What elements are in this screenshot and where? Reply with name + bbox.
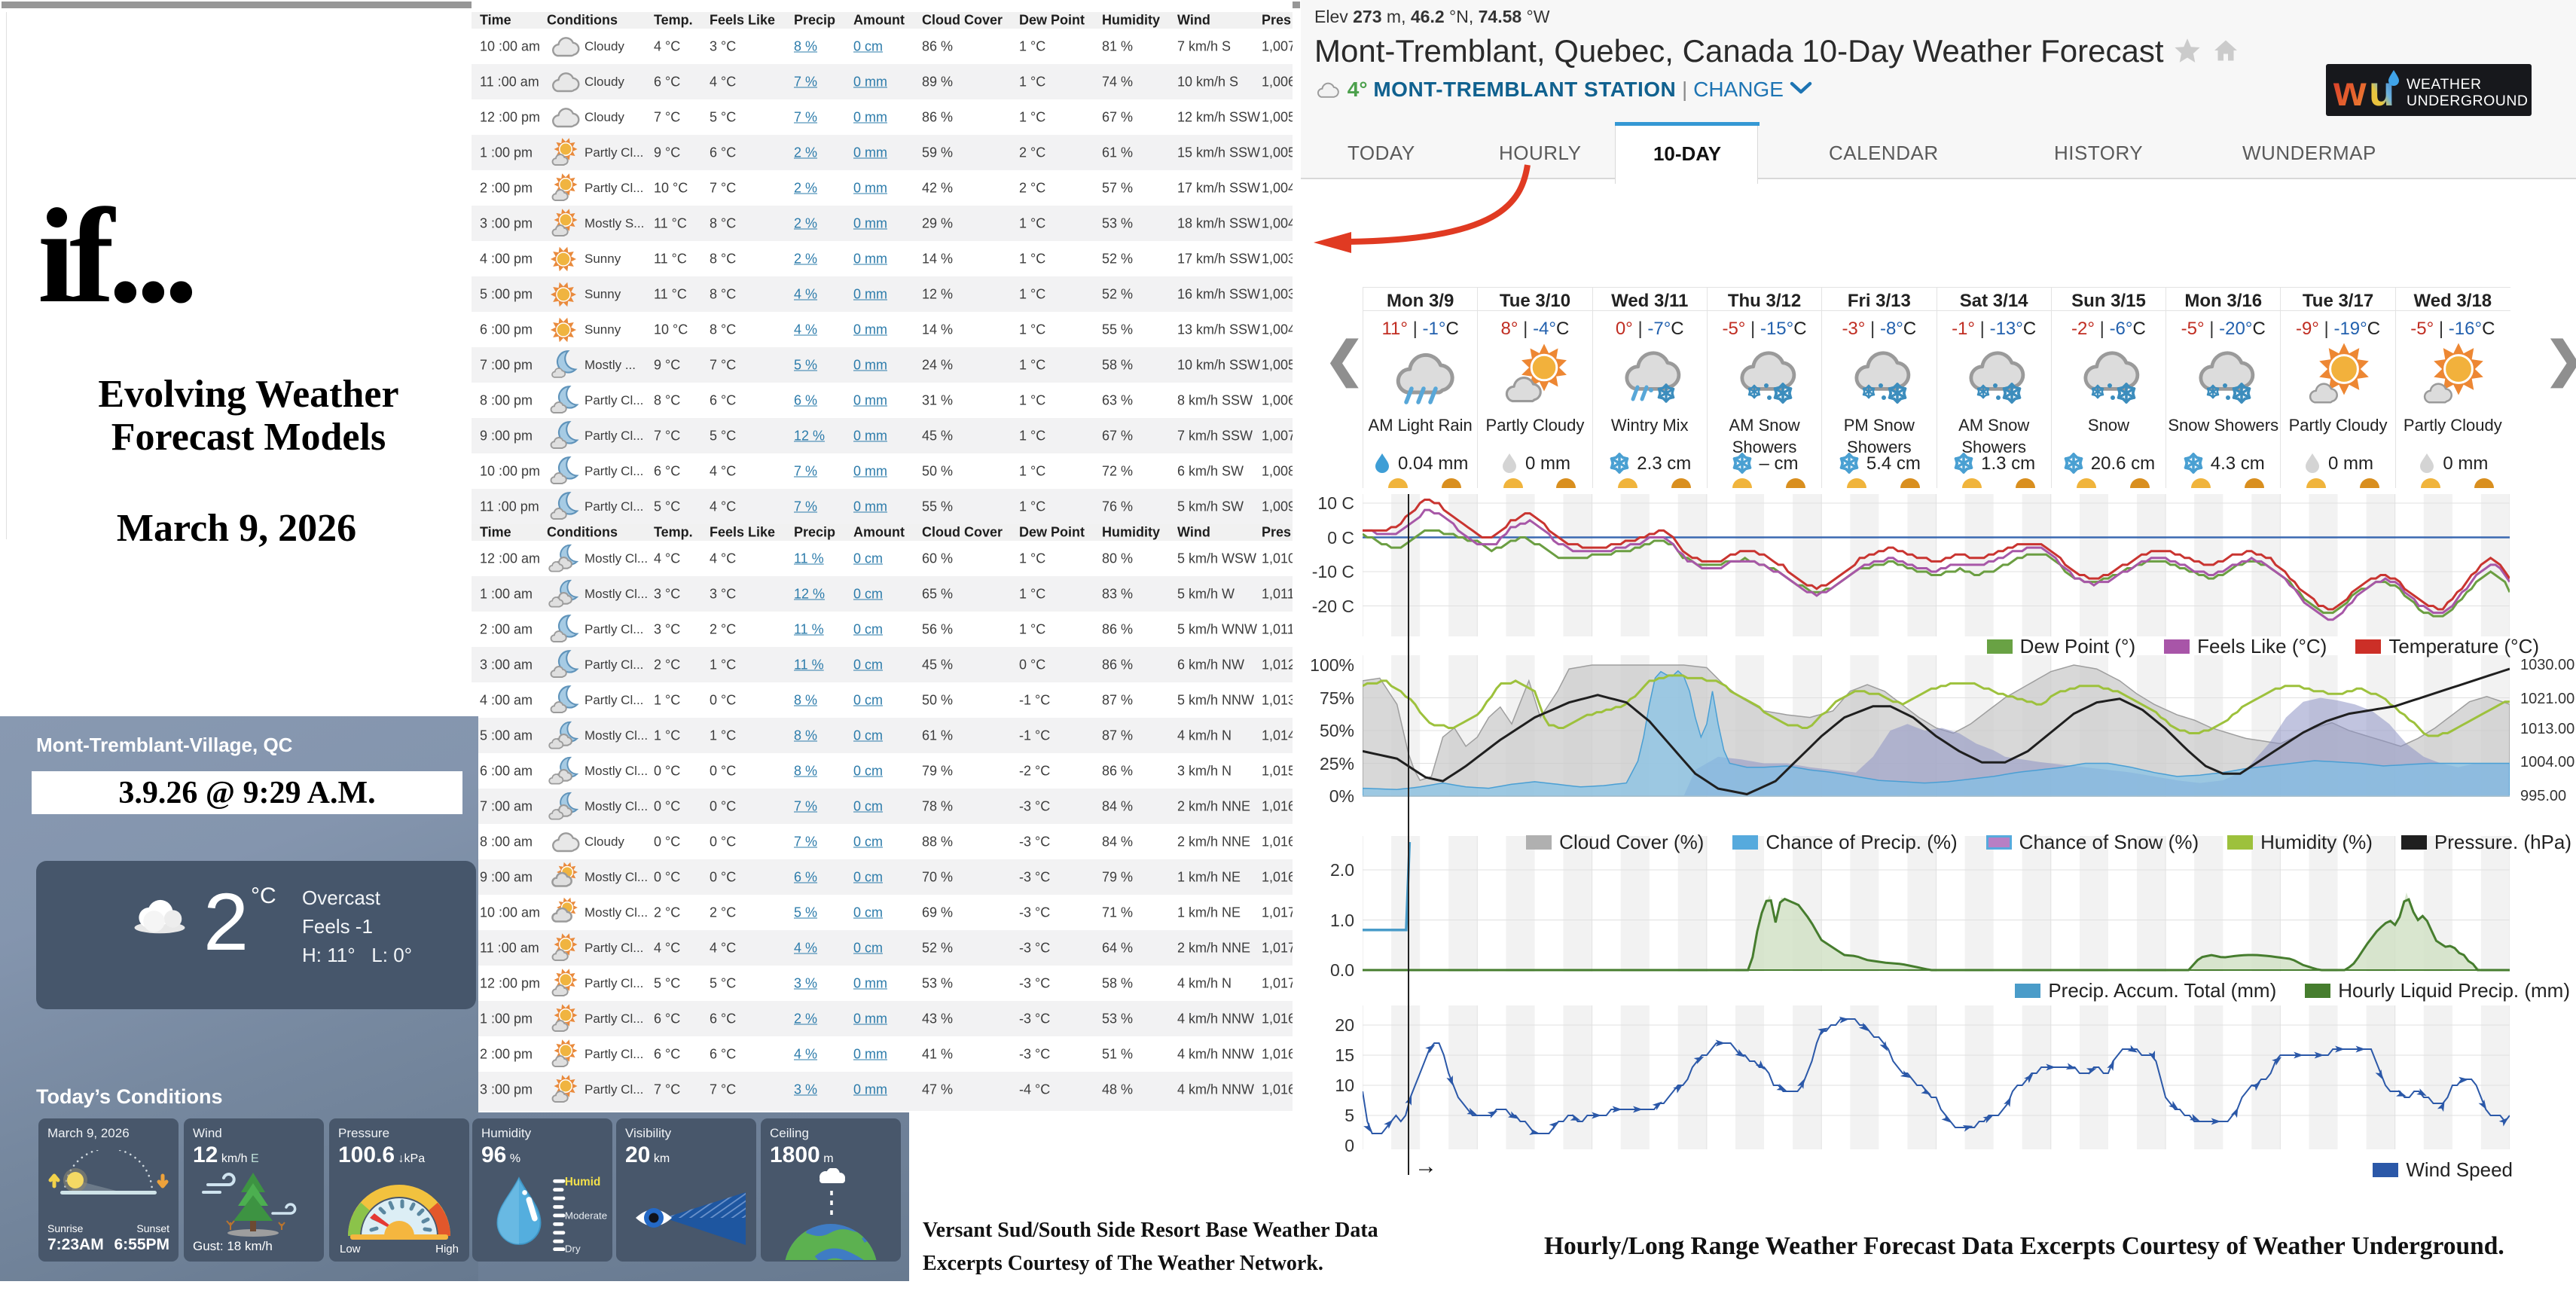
svg-text:u: u <box>2369 67 2394 114</box>
svg-text:Moderate: Moderate <box>565 1210 607 1222</box>
svg-text:w: w <box>2333 67 2367 114</box>
svg-text:UNDERGROUND: UNDERGROUND <box>2407 93 2529 109</box>
svg-text:Dry: Dry <box>565 1243 581 1254</box>
svg-text:WEATHER: WEATHER <box>2407 76 2482 93</box>
svg-text:Humid: Humid <box>565 1176 600 1188</box>
